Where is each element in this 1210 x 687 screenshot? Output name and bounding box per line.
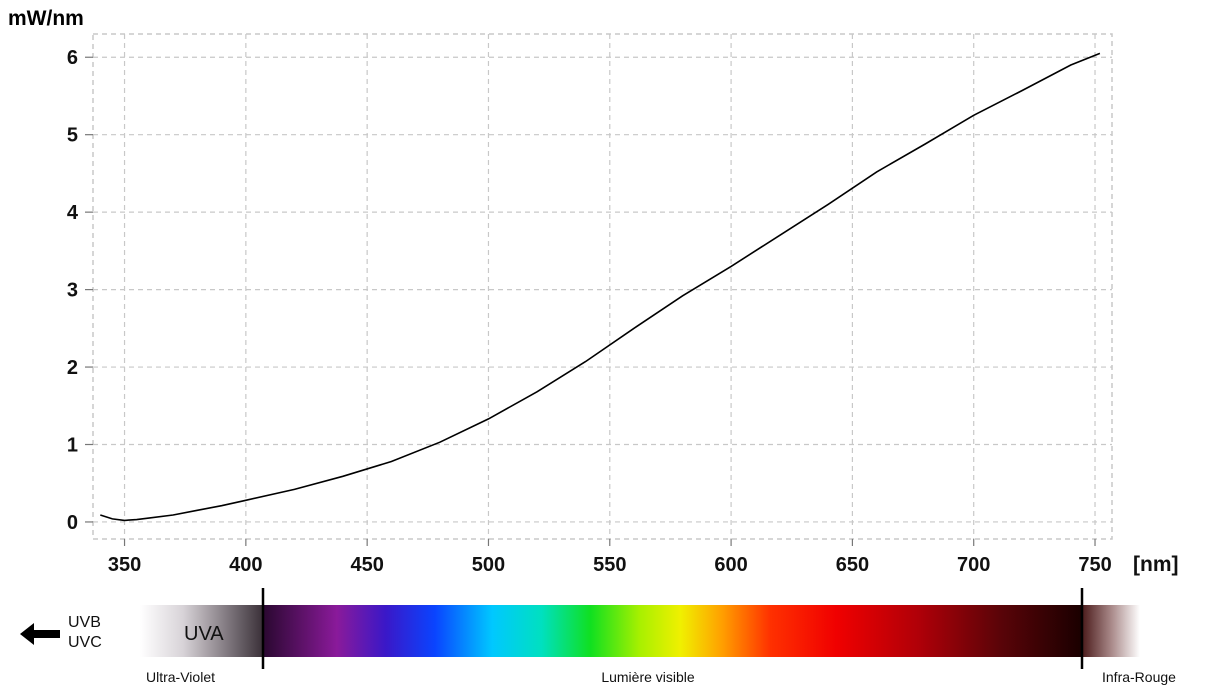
y-tick-label: 4 <box>67 202 79 224</box>
ir-band <box>1082 605 1140 657</box>
visible-light-label: Lumière visible <box>601 669 695 685</box>
y-tick-label: 6 <box>67 47 78 69</box>
y-tick-label: 3 <box>67 280 78 302</box>
uvb-label: UVB <box>68 614 101 631</box>
y-tick-label: 1 <box>67 435 78 457</box>
x-tick-label: 750 <box>1078 554 1111 576</box>
series-line <box>100 52 1101 522</box>
x-tick-label: 700 <box>957 554 990 576</box>
x-tick-label: 400 <box>229 554 262 576</box>
y-axis-unit: mW/nm <box>8 7 84 30</box>
y-axis-ticks: 0 1 2 3 4 5 6 <box>67 47 93 534</box>
spectrum-bar: UVA UVB UVC Ultra-Violet Lumière visible… <box>20 588 1176 685</box>
uvc-label: UVC <box>68 634 102 651</box>
x-tick-label: 450 <box>350 554 383 576</box>
x-tick-label: 550 <box>593 554 626 576</box>
x-tick-label: 650 <box>836 554 869 576</box>
y-tick-label: 2 <box>67 357 78 379</box>
ultraviolet-label: Ultra-Violet <box>146 669 215 685</box>
x-tick-label: 350 <box>108 554 141 576</box>
x-tick-label: 500 <box>472 554 505 576</box>
grid-lines <box>93 34 1112 539</box>
arrow-left-icon <box>20 623 60 645</box>
infrared-label: Infra-Rouge <box>1102 669 1176 685</box>
y-tick-label: 5 <box>67 125 78 147</box>
y-tick-label: 0 <box>67 512 78 534</box>
uv-band <box>140 605 263 657</box>
x-axis-unit: [nm] <box>1133 553 1179 576</box>
x-tick-label: 600 <box>714 554 747 576</box>
x-axis-ticks: 350 400 450 500 550 600 650 700 750 <box>108 539 1112 576</box>
plot-area <box>92 33 1113 540</box>
visible-band <box>263 605 1082 657</box>
uva-label: UVA <box>184 623 224 645</box>
